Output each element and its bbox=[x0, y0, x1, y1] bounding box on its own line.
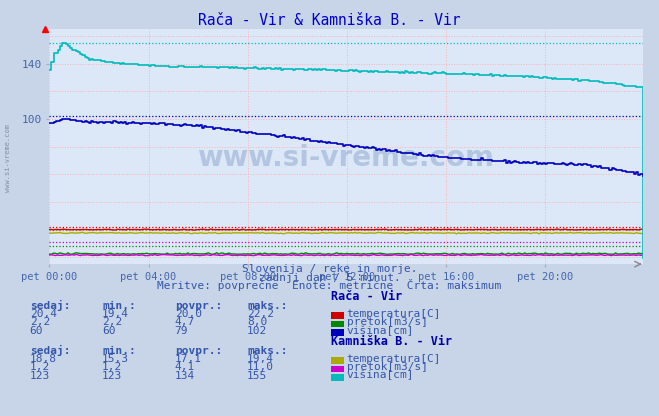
Text: 102: 102 bbox=[247, 326, 268, 336]
Text: maks.:: maks.: bbox=[247, 346, 287, 356]
Text: 60: 60 bbox=[102, 326, 115, 336]
Text: Rača - Vir: Rača - Vir bbox=[331, 290, 402, 303]
Text: 11,0: 11,0 bbox=[247, 362, 274, 372]
Text: 20,0: 20,0 bbox=[175, 309, 202, 319]
Text: Kamniška B. - Vir: Kamniška B. - Vir bbox=[331, 335, 452, 348]
Text: višina[cm]: višina[cm] bbox=[347, 370, 414, 381]
Text: 123: 123 bbox=[102, 371, 123, 381]
Text: 22,2: 22,2 bbox=[247, 309, 274, 319]
Text: Meritve: povprečne  Enote: metrične  Črta: maksimum: Meritve: povprečne Enote: metrične Črta:… bbox=[158, 279, 501, 291]
Text: 19,4: 19,4 bbox=[102, 309, 129, 319]
Text: povpr.:: povpr.: bbox=[175, 301, 222, 311]
Text: sedaj:: sedaj: bbox=[30, 300, 70, 311]
Text: www.si-vreme.com: www.si-vreme.com bbox=[198, 144, 494, 172]
Text: 1,2: 1,2 bbox=[30, 362, 50, 372]
Text: zadnji dan / 5 minut.: zadnji dan / 5 minut. bbox=[258, 273, 401, 283]
Text: Slovenija / reke in morje.: Slovenija / reke in morje. bbox=[242, 265, 417, 275]
Text: 60: 60 bbox=[30, 326, 43, 336]
Text: min.:: min.: bbox=[102, 301, 136, 311]
Text: Rača - Vir & Kamniška B. - Vir: Rača - Vir & Kamniška B. - Vir bbox=[198, 13, 461, 28]
Text: povpr.:: povpr.: bbox=[175, 346, 222, 356]
Text: min.:: min.: bbox=[102, 346, 136, 356]
Text: maks.:: maks.: bbox=[247, 301, 287, 311]
Text: sedaj:: sedaj: bbox=[30, 344, 70, 356]
Text: 17,1: 17,1 bbox=[175, 354, 202, 364]
Text: temperatura[C]: temperatura[C] bbox=[347, 309, 441, 319]
Text: 15,3: 15,3 bbox=[102, 354, 129, 364]
Text: 19,4: 19,4 bbox=[247, 354, 274, 364]
Text: 134: 134 bbox=[175, 371, 195, 381]
Text: 4,7: 4,7 bbox=[175, 317, 195, 327]
Text: 20,4: 20,4 bbox=[30, 309, 57, 319]
Text: 2,2: 2,2 bbox=[30, 317, 50, 327]
Text: 4,1: 4,1 bbox=[175, 362, 195, 372]
Text: višina[cm]: višina[cm] bbox=[347, 325, 414, 336]
Text: 155: 155 bbox=[247, 371, 268, 381]
Text: 2,2: 2,2 bbox=[102, 317, 123, 327]
Text: 1,2: 1,2 bbox=[102, 362, 123, 372]
Text: 79: 79 bbox=[175, 326, 188, 336]
Text: 123: 123 bbox=[30, 371, 50, 381]
Text: pretok[m3/s]: pretok[m3/s] bbox=[347, 362, 428, 372]
Text: 8,0: 8,0 bbox=[247, 317, 268, 327]
Text: pretok[m3/s]: pretok[m3/s] bbox=[347, 317, 428, 327]
Text: temperatura[C]: temperatura[C] bbox=[347, 354, 441, 364]
Text: 18,8: 18,8 bbox=[30, 354, 57, 364]
Text: www.si-vreme.com: www.si-vreme.com bbox=[5, 124, 11, 192]
